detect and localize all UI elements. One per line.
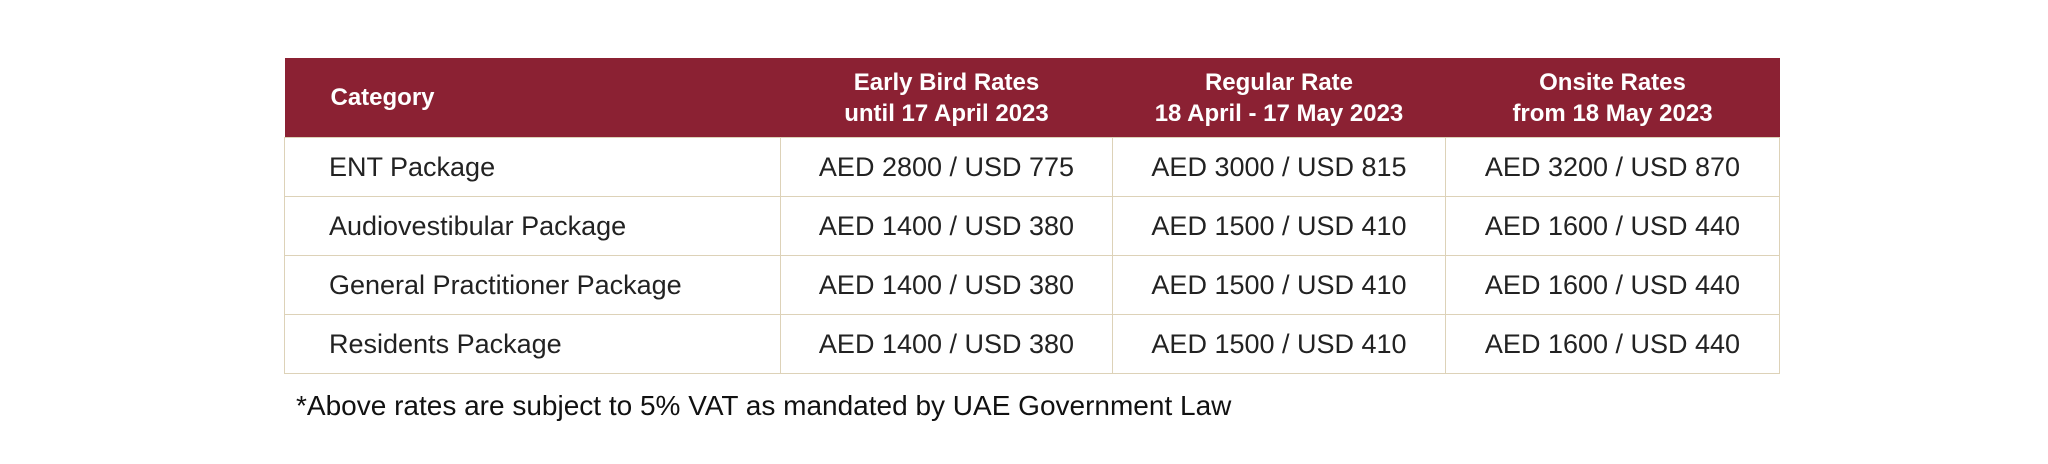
category-cell: General Practitioner Package xyxy=(284,255,781,315)
rate-cell: AED 3000 / USD 815 xyxy=(1112,137,1446,197)
category-cell: ENT Package xyxy=(284,137,781,197)
header-sublabel: until 17 April 2023 xyxy=(844,99,1049,127)
vat-footnote: *Above rates are subject to 5% VAT as ma… xyxy=(296,390,1232,421)
rate-cell: AED 2800 / USD 775 xyxy=(780,137,1113,197)
category-cell: Audiovestibular Package xyxy=(284,196,781,256)
rate-cell: AED 1600 / USD 440 xyxy=(1445,314,1780,374)
header-label: Onsite Rates xyxy=(1539,68,1686,96)
header-label: Regular Rate xyxy=(1204,68,1354,96)
header-label: Category xyxy=(330,84,435,111)
table-row: Audiovestibular Package AED 1400 / USD 38… xyxy=(284,196,1780,256)
table-row: General Practitioner Package AED 1400 / U… xyxy=(284,255,1780,315)
rate-cell: AED 1500 / USD 410 xyxy=(1112,196,1446,256)
rate-cell: AED 1400 / USD 380 xyxy=(780,196,1113,256)
table-row: ENT Package AED 2800 / USD 775 AED 3000 / … xyxy=(284,137,1780,197)
rates-table: Category Early Bird Rates until 17 April … xyxy=(284,58,1780,374)
category-cell: Residents Package xyxy=(284,314,781,374)
header-row: Category Early Bird Rates until 17 April … xyxy=(284,58,1780,138)
header-onsite: Onsite Rates from 18 May 2023 xyxy=(1445,58,1780,138)
rate-cell: AED 1500 / USD 410 xyxy=(1112,255,1446,315)
header-category: Category xyxy=(284,58,781,138)
header-early-bird: Early Bird Rates until 17 April 2023 xyxy=(780,58,1113,138)
rate-cell: AED 1400 / USD 380 xyxy=(780,314,1113,374)
rate-cell: AED 1500 / USD 410 xyxy=(1112,314,1446,374)
rate-cell: AED 1600 / USD 440 xyxy=(1445,196,1780,256)
header-regular: Regular Rate 18 April - 17 May 2023 xyxy=(1112,58,1446,138)
rate-cell: AED 3200 / USD 870 xyxy=(1445,137,1780,197)
table-row: Residents Package AED 1400 / USD 380 AED 1… xyxy=(284,314,1780,374)
header-sublabel: from 18 May 2023 xyxy=(1512,99,1713,127)
header-label: Early Bird Rates xyxy=(853,68,1040,96)
rate-cell: AED 1600 / USD 440 xyxy=(1445,255,1780,315)
rate-cell: AED 1400 / USD 380 xyxy=(780,255,1113,315)
header-sublabel: 18 April - 17 May 2023 xyxy=(1154,99,1404,127)
